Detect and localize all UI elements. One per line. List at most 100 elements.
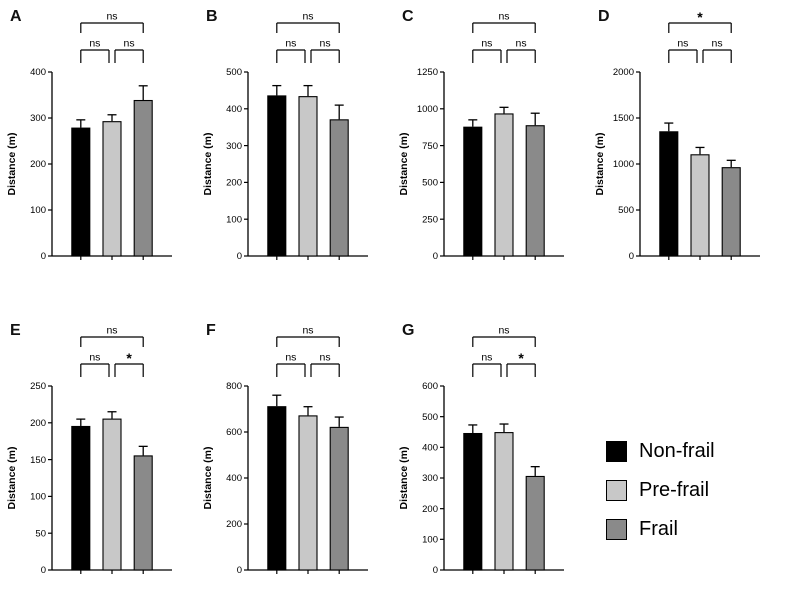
panel-letter-c: C xyxy=(402,8,414,25)
y-axis-label: Distance (m) xyxy=(398,446,410,509)
panel-g: G 0 100 200 300 400 500 600 Distance (m) ns * ns xyxy=(396,322,586,584)
sig-label: ns xyxy=(302,325,313,337)
y-tick-label: 500 xyxy=(422,412,438,423)
sig-label: * xyxy=(697,9,703,25)
y-tick-label: 500 xyxy=(422,178,438,189)
bar-pre-frail xyxy=(298,415,318,571)
bar-frail xyxy=(721,167,741,257)
bar-pre-frail xyxy=(690,154,710,257)
y-tick-label: 100 xyxy=(226,214,242,225)
y-tick-label: 150 xyxy=(30,455,46,466)
y-tick-label: 0 xyxy=(433,565,438,576)
panel-f: F 0 200 400 600 800 Distance (m) ns ns ns xyxy=(200,322,390,584)
bar-frail xyxy=(525,475,545,571)
y-axis-label: Distance (m) xyxy=(6,132,18,195)
legend-item-pre-frail: Pre-frail xyxy=(606,479,788,502)
panel-c: C 0 250 500 750 1000 1250 Distance (m) ns ns ns xyxy=(396,8,586,270)
y-tick-label: 200 xyxy=(30,159,46,170)
y-tick-label: 0 xyxy=(629,251,634,262)
legend-swatch-non-frail xyxy=(606,441,627,462)
panel-letter-a: A xyxy=(10,8,22,25)
bar-non-frail xyxy=(659,131,679,257)
y-axis-label: Distance (m) xyxy=(202,446,214,509)
legend-item-non-frail: Non-frail xyxy=(606,440,788,463)
sig-label: ns xyxy=(498,325,509,337)
y-tick-label: 200 xyxy=(226,519,242,530)
panel-letter-f: F xyxy=(206,322,216,339)
bar-chart-g: 0 100 200 300 400 500 600 Distance (m) ns * ns xyxy=(398,325,564,576)
y-tick-label: 600 xyxy=(226,427,242,438)
bar-chart-c: 0 250 500 750 1000 1250 Distance (m) ns ns ns xyxy=(398,11,564,262)
y-tick-label: 0 xyxy=(41,565,46,576)
sig-label: * xyxy=(518,350,524,366)
sig-label: ns xyxy=(106,325,117,337)
bar-non-frail xyxy=(463,432,483,571)
y-tick-label: 400 xyxy=(226,473,242,484)
legend-item-frail: Frail xyxy=(606,518,788,541)
sig-label: ns xyxy=(481,352,492,364)
y-tick-label: 600 xyxy=(422,381,438,392)
bar-non-frail xyxy=(267,95,287,257)
panel-letter-d: D xyxy=(598,8,610,25)
legend-label-pre-frail: Pre-frail xyxy=(639,479,710,501)
y-tick-label: 300 xyxy=(226,141,242,152)
bar-pre-frail xyxy=(494,432,514,571)
bar-pre-frail xyxy=(102,418,122,571)
y-tick-label: 50 xyxy=(35,528,46,539)
sig-label: * xyxy=(126,350,132,366)
sig-label: ns xyxy=(89,38,100,50)
y-tick-label: 500 xyxy=(226,67,242,78)
y-tick-label: 0 xyxy=(237,565,242,576)
bar-non-frail xyxy=(267,406,287,571)
y-tick-label: 200 xyxy=(422,504,438,515)
bar-pre-frail xyxy=(298,96,318,257)
sig-label: ns xyxy=(124,38,135,50)
y-axis-label: Distance (m) xyxy=(398,132,410,195)
bar-non-frail xyxy=(71,425,91,571)
y-tick-label: 250 xyxy=(422,214,438,225)
bar-frail xyxy=(329,426,349,571)
bar-non-frail xyxy=(71,127,91,257)
sig-label: ns xyxy=(302,11,313,23)
y-tick-label: 200 xyxy=(30,418,46,429)
bar-frail xyxy=(525,125,545,257)
sig-label: ns xyxy=(285,38,296,50)
y-tick-label: 300 xyxy=(30,113,46,124)
y-tick-label: 100 xyxy=(30,492,46,503)
bar-chart-f: 0 200 400 600 800 Distance (m) ns ns ns xyxy=(202,325,368,576)
bar-non-frail xyxy=(463,126,483,257)
bar-frail xyxy=(133,99,153,257)
y-tick-label: 1500 xyxy=(613,113,634,124)
legend-swatch-pre-frail xyxy=(606,480,627,501)
sig-label: ns xyxy=(677,38,688,50)
y-tick-label: 1000 xyxy=(417,104,438,115)
panel-letter-g: G xyxy=(402,322,415,339)
y-tick-label: 100 xyxy=(30,205,46,216)
y-axis-label: Distance (m) xyxy=(202,132,214,195)
bar-chart-e: 0 50 100 150 200 250 Distance (m) ns * ns xyxy=(6,325,172,576)
y-tick-label: 200 xyxy=(226,178,242,189)
y-tick-label: 0 xyxy=(237,251,242,262)
panel-d: D 0 500 1000 1500 2000 Distance (m) ns ns * xyxy=(592,8,782,270)
sig-label: ns xyxy=(285,352,296,364)
y-tick-label: 400 xyxy=(30,67,46,78)
sig-label: ns xyxy=(712,38,723,50)
y-tick-label: 1000 xyxy=(613,159,634,170)
bar-frail xyxy=(133,455,153,571)
panel-b: B 0 100 200 300 400 500 Distance (m) ns ns ns xyxy=(200,8,390,270)
sig-label: ns xyxy=(89,352,100,364)
sig-label: ns xyxy=(516,38,527,50)
sig-label: ns xyxy=(498,11,509,23)
y-tick-label: 800 xyxy=(226,381,242,392)
bar-chart-d: 0 500 1000 1500 2000 Distance (m) ns ns * xyxy=(594,9,760,262)
sig-label: ns xyxy=(481,38,492,50)
sig-label: ns xyxy=(320,38,331,50)
y-tick-label: 750 xyxy=(422,141,438,152)
panel-letter-e: E xyxy=(10,322,21,339)
legend: Non-frail Pre-frail Frail xyxy=(606,440,788,584)
y-tick-label: 300 xyxy=(422,473,438,484)
panel-letter-b: B xyxy=(206,8,218,25)
y-axis-label: Distance (m) xyxy=(594,132,606,195)
